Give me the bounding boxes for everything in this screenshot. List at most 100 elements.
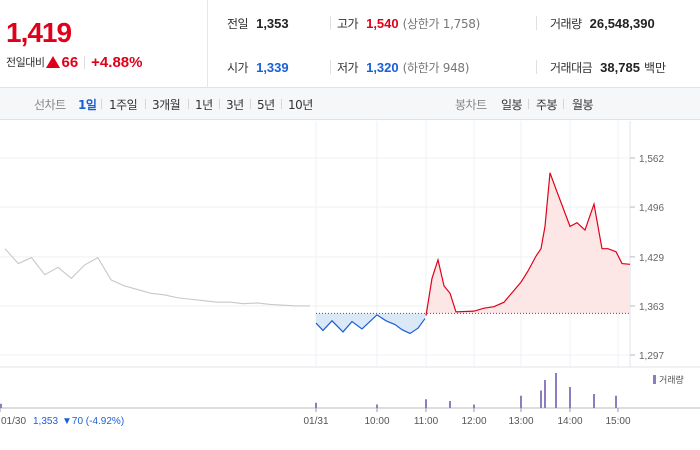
- stat-value: 26,548,390: [589, 15, 655, 31]
- divider: [84, 55, 86, 69]
- y-tick-label: 1,429: [639, 253, 664, 264]
- divider: [528, 99, 529, 109]
- tab-5year[interactable]: 5년: [257, 98, 275, 112]
- chart-period-tabs: 선차트 1일 1주일 3개월 1년 3년 5년 10년 봉차트 일봉 주봉 월봉: [0, 88, 700, 120]
- volume-bars: [0, 373, 617, 408]
- divider: [281, 99, 282, 109]
- morning-line: [315, 314, 426, 335]
- tab-1day[interactable]: 1일: [78, 98, 97, 112]
- candle-chart-label: 봉차트: [455, 98, 487, 112]
- morning-fill: [316, 313, 425, 334]
- up-triangle-icon: [46, 56, 61, 68]
- amount-unit: 백만: [643, 60, 667, 75]
- stat-label: 저가: [337, 60, 359, 75]
- y-tick-label: 1,363: [639, 302, 664, 313]
- price-box: 1,419 전일대비 66 +4.88%: [0, 0, 208, 88]
- volume-bar: [449, 401, 451, 408]
- prev-day-change: ▼70 (-4.92%): [62, 416, 124, 427]
- stat-prev-close: 전일 1,353: [227, 13, 289, 33]
- x-tick-label: 15:00: [605, 416, 630, 427]
- tab-daily-candle[interactable]: 일봉: [501, 98, 523, 112]
- volume-bar: [315, 402, 317, 408]
- y-axis-labels: 1,562 1,496 1,429 1,363 1,297: [639, 154, 664, 362]
- volume-bar: [425, 399, 427, 408]
- quote-stats: 전일 1,353 고가 1,540 (상한가 1,758) 거래량 26,548…: [209, 0, 700, 88]
- divider: [101, 99, 102, 109]
- x-tick-label: 11:00: [414, 416, 439, 427]
- volume-bar: [544, 380, 546, 408]
- volume-bar: [473, 404, 475, 408]
- price-area-fills: [316, 172, 630, 334]
- stat-label: 시가: [227, 60, 249, 75]
- x-tick-label: 01/31: [303, 416, 328, 427]
- volume-bar: [593, 394, 595, 408]
- divider: [188, 99, 189, 109]
- divider: [563, 99, 564, 109]
- y-tick-label: 1,562: [639, 154, 664, 165]
- tab-3month[interactable]: 3개월: [152, 98, 181, 112]
- tab-1year[interactable]: 1년: [195, 98, 213, 112]
- y-tick-label: 1,496: [639, 203, 664, 214]
- stat-label: 거래대금: [550, 60, 593, 75]
- change-label: 전일대비: [6, 56, 45, 69]
- prev-day-label: 01/30: [1, 416, 26, 427]
- x-tick-label: 12:00: [461, 416, 486, 427]
- volume-legend: 거래량: [653, 374, 684, 385]
- line-chart-label: 선차트: [34, 98, 66, 112]
- price-chart: 1,562 1,496 1,429 1,363 1,297 01/31 10:00 11:0…: [0, 121, 700, 450]
- stat-label: 거래량: [550, 16, 582, 31]
- upper-limit: (상한가 1,758): [402, 16, 481, 31]
- x-tick-label: 14:00: [557, 416, 582, 427]
- price-chart-svg: 1,562 1,496 1,429 1,363 1,297 01/31 10:00 11:0…: [0, 121, 700, 427]
- stat-value: 1,353: [256, 15, 289, 31]
- divider: [250, 99, 251, 109]
- divider: [536, 60, 537, 74]
- divider: [536, 16, 537, 30]
- tab-weekly-candle[interactable]: 주봉: [536, 98, 558, 112]
- volume-bar: [0, 403, 2, 408]
- x-axis: 01/31 10:00 11:00 12:00 13:00 14:00 15:00: [0, 408, 631, 427]
- afternoon-line: [425, 172, 631, 316]
- divider: [219, 99, 220, 109]
- x-tick-label: 13:00: [508, 416, 533, 427]
- prev-day-line: [4, 248, 310, 307]
- y-tick-label: 1,297: [639, 351, 664, 362]
- divider: [330, 60, 331, 74]
- volume-bar: [520, 395, 522, 408]
- stat-value: 1,339: [256, 59, 289, 75]
- stat-volume: 거래량 26,548,390: [550, 13, 655, 33]
- volume-bar: [555, 373, 557, 408]
- volume-legend-label: 거래량: [659, 374, 684, 385]
- prev-day-summary: 01/30 1,353 ▼70 (-4.92%): [1, 416, 124, 427]
- stat-value: 1,320: [366, 59, 399, 75]
- volume-legend-swatch: [653, 375, 656, 384]
- lower-limit: (하한가 948): [402, 60, 470, 75]
- x-tick-label: 10:00: [364, 416, 389, 427]
- tab-1week[interactable]: 1주일: [109, 98, 138, 112]
- price-lines: [4, 172, 631, 335]
- stat-low: 저가 1,320 (하한가 948): [337, 57, 469, 77]
- divider: [330, 16, 331, 30]
- stat-label: 전일: [227, 16, 249, 31]
- stat-label: 고가: [337, 16, 359, 31]
- tab-10year[interactable]: 10년: [288, 98, 313, 112]
- volume-bar: [569, 387, 571, 408]
- tab-3year[interactable]: 3년: [226, 98, 244, 112]
- change-value: 66: [61, 53, 79, 71]
- price-change-row: 전일대비 66 +4.88%: [6, 53, 142, 71]
- stat-amount: 거래대금 38,785 백만: [550, 57, 666, 77]
- afternoon-fill: [426, 172, 630, 316]
- volume-bar: [540, 390, 542, 408]
- stat-value: 38,785: [600, 59, 640, 75]
- current-price: 1,419: [6, 17, 72, 48]
- volume-bar: [615, 395, 617, 408]
- prev-day-close: 1,353: [33, 416, 58, 427]
- volume-bar: [376, 404, 378, 408]
- stat-value: 1,540: [366, 15, 399, 31]
- stat-open: 시가 1,339: [227, 57, 289, 77]
- divider: [145, 99, 146, 109]
- quote-summary: 1,419 전일대비 66 +4.88% 전일 1,353 고가 1,540 (…: [0, 0, 700, 88]
- tab-monthly-candle[interactable]: 월봉: [572, 98, 594, 112]
- stat-high: 고가 1,540 (상한가 1,758): [337, 13, 480, 33]
- change-rate: +4.88%: [91, 53, 143, 71]
